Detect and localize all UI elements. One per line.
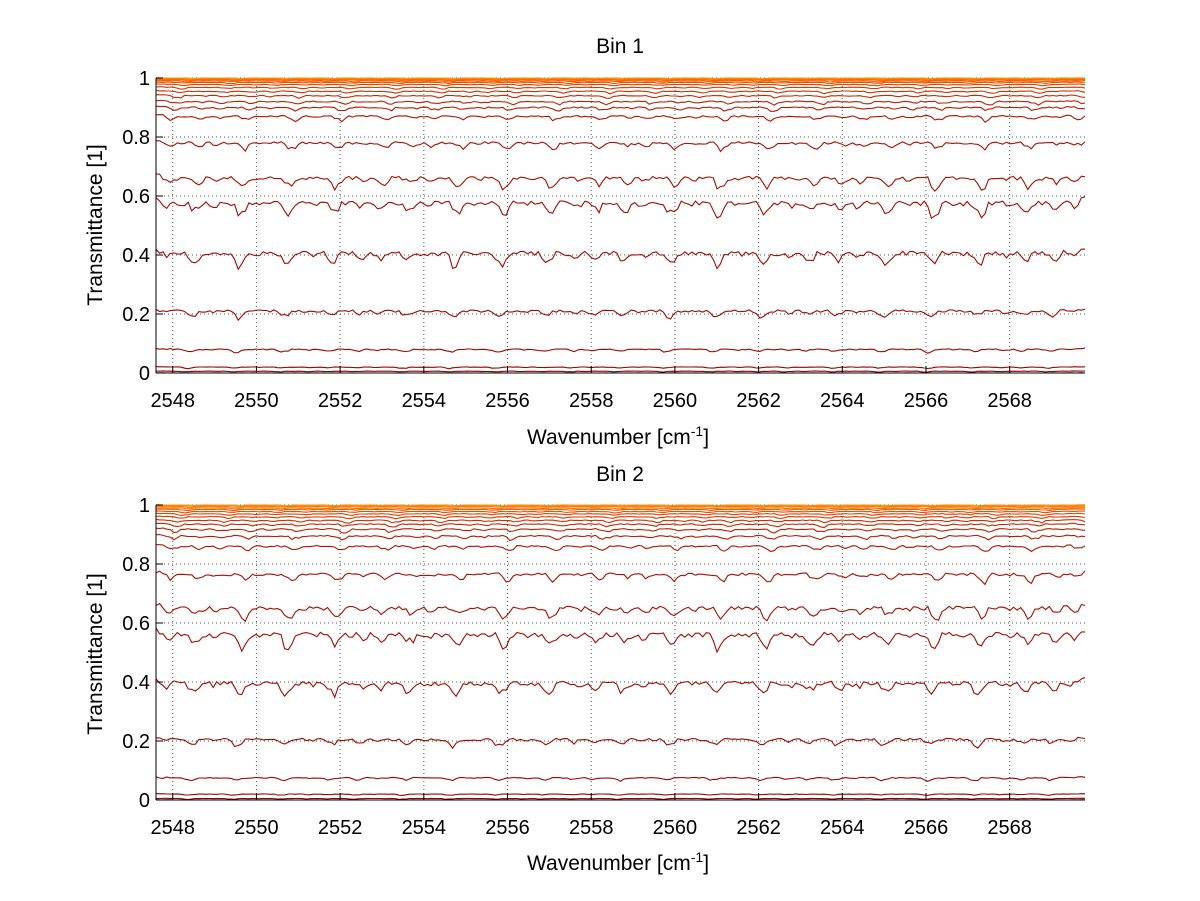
- x-axis-label-end-bin-2: ]: [703, 852, 709, 875]
- x-tick-label: 2562: [736, 390, 781, 412]
- plot-area-bin-1: 2548 2550 2552 2554 2556 2558 2560 2562 2564 2566…: [122, 68, 1085, 412]
- series-line: [156, 140, 1085, 153]
- chart-title-bin-2: Bin 2: [596, 463, 644, 486]
- series-line: [156, 173, 1085, 192]
- y-axis-label-bin-2: Transmittance [1]: [84, 573, 107, 734]
- series-line: [156, 602, 1085, 623]
- series-line: [156, 522, 1085, 529]
- series-line: [156, 506, 1085, 510]
- series-line: [156, 504, 1085, 507]
- x-tick-label: 2554: [402, 817, 447, 839]
- x-tick-label: 2550: [234, 817, 279, 839]
- series-line: [156, 99, 1085, 106]
- series-line: [156, 515, 1085, 520]
- series-line: [156, 77, 1085, 80]
- y-tick-label: 0.2: [122, 731, 150, 753]
- y-tick-label: 1: [139, 495, 150, 517]
- series-line: [156, 776, 1085, 783]
- x-tick-label: 2558: [569, 390, 614, 412]
- series-line: [156, 510, 1085, 514]
- y-tick-label: 0.6: [122, 613, 150, 635]
- y-tick-label: 0: [139, 790, 150, 812]
- y-tick-label: 0.8: [122, 127, 150, 149]
- x-axis-label-bin-2: Wavenumber [cm-1]: [527, 849, 709, 875]
- x-tick-label: 2560: [653, 390, 698, 412]
- series-line: [156, 248, 1085, 271]
- x-tick-label: 2548: [150, 390, 195, 412]
- x-tick-label: 2562: [736, 817, 781, 839]
- y-tick-label: 0.6: [122, 186, 150, 208]
- series-line: [156, 518, 1085, 524]
- series-line: [156, 308, 1085, 322]
- x-axis-label-text-bin-2: Wavenumber [cm: [527, 852, 691, 875]
- series-line: [156, 370, 1085, 373]
- panel-bin-1: Bin 1 2548 2550 2552 2554 2556 2558 2560 2562 25…: [84, 35, 1085, 449]
- series-line: [156, 676, 1085, 699]
- series-line: [156, 105, 1085, 112]
- x-axis-label-bin-1: Wavenumber [cm-1]: [527, 423, 709, 449]
- series-line: [156, 196, 1085, 220]
- y-tick-label: 0: [139, 363, 150, 385]
- y-tick-label: 0.8: [122, 554, 150, 576]
- y-tick-label: 0.2: [122, 304, 150, 326]
- series-line: [156, 736, 1085, 750]
- x-tick-label: 2548: [150, 817, 195, 839]
- series-line: [156, 86, 1085, 90]
- y-tick-label: 0.4: [122, 245, 150, 267]
- series-line: [156, 527, 1085, 534]
- series-line: [156, 78, 1085, 82]
- series-line: [156, 570, 1085, 586]
- series-line: [156, 366, 1085, 370]
- x-tick-label: 2550: [234, 390, 279, 412]
- series-line: [156, 81, 1085, 85]
- series-line: [156, 504, 1085, 507]
- series-line: [156, 114, 1085, 123]
- x-tick-label: 2564: [820, 390, 865, 412]
- x-axis-label-end-bin-1: ]: [703, 426, 709, 449]
- x-tick-label: 2556: [485, 817, 530, 839]
- x-tick-label: 2566: [904, 817, 949, 839]
- series-line: [156, 544, 1085, 553]
- series-line: [156, 508, 1085, 512]
- panel-bin-2: Bin 2 2548 2550 2552 2554 2556 2558 2560 2562 25…: [84, 463, 1085, 875]
- x-tick-label: 2566: [904, 390, 949, 412]
- y-axis-label-bin-1: Transmittance [1]: [84, 144, 107, 305]
- series-group: [156, 504, 1085, 800]
- x-tick-label: 2560: [653, 817, 698, 839]
- series-line: [156, 83, 1085, 87]
- x-tick-label: 2564: [820, 817, 865, 839]
- x-tick-label: 2556: [485, 390, 530, 412]
- x-axis-label-superscript-bin-1: -1: [691, 423, 704, 439]
- x-axis-label-superscript-bin-2: -1: [691, 849, 704, 865]
- series-line: [156, 77, 1085, 81]
- series-line: [156, 89, 1085, 95]
- y-tick-label: 1: [139, 68, 150, 90]
- series-line: [156, 533, 1085, 542]
- series-line: [156, 793, 1085, 796]
- y-tick-label: 0.4: [122, 672, 150, 694]
- chart-title-bin-1: Bin 1: [596, 35, 644, 58]
- series-line: [156, 347, 1085, 354]
- x-tick-label: 2568: [987, 817, 1032, 839]
- x-tick-label: 2568: [987, 390, 1032, 412]
- series-line: [156, 505, 1085, 508]
- x-tick-label: 2558: [569, 817, 614, 839]
- series-group: [156, 77, 1085, 373]
- series-line: [156, 512, 1085, 517]
- x-axis-label-text-bin-1: Wavenumber [cm: [527, 426, 691, 449]
- x-tick-label: 2552: [318, 390, 363, 412]
- series-line: [156, 79, 1085, 83]
- series-line: [156, 797, 1085, 800]
- plot-area-bin-2: 2548 2550 2552 2554 2556 2558 2560 2562 2564 2566…: [122, 495, 1085, 839]
- x-tick-label: 2552: [318, 817, 363, 839]
- series-line: [156, 627, 1085, 654]
- series-line: [156, 94, 1085, 99]
- x-tick-label: 2554: [402, 390, 447, 412]
